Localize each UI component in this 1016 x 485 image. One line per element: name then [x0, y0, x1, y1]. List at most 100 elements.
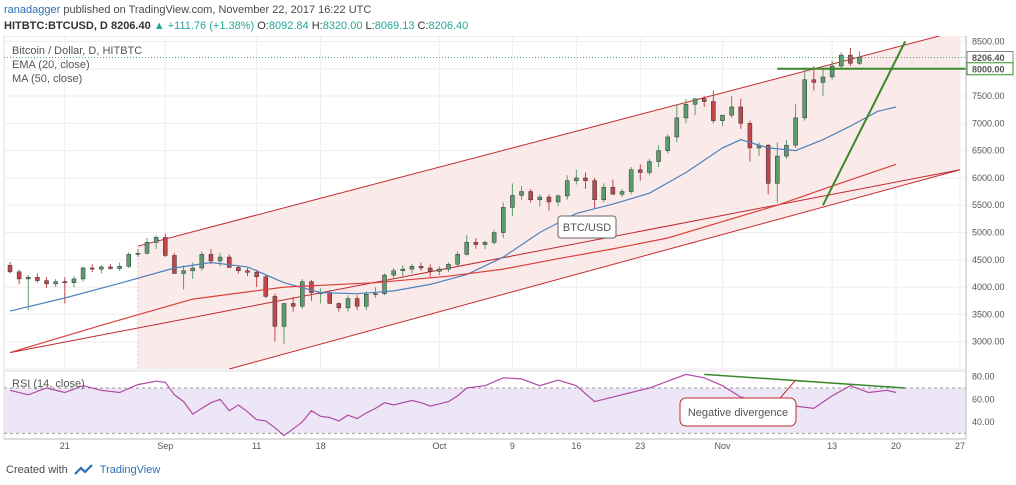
footer: Created with TradingView — [6, 464, 160, 476]
ma-legend[interactable]: MA (50, close) — [12, 73, 82, 85]
candle-body — [236, 267, 241, 271]
price-label-box — [966, 62, 1014, 76]
candle-body — [108, 266, 113, 269]
candle-body — [382, 274, 387, 294]
candle-body — [327, 292, 332, 304]
quote-line: HITBTC:BTCUSD, D 8206.40 ▲ +111.76 (+1.3… — [4, 18, 468, 34]
rsi-band — [4, 388, 966, 434]
y-tick-label: 3000.00 — [972, 337, 1005, 347]
candle-body — [190, 267, 195, 271]
rsi-legend[interactable]: RSI (14, close) — [12, 378, 85, 390]
candle-body — [290, 303, 296, 307]
candle-body — [820, 76, 826, 83]
price-change: +111.76 (+1.38%) — [167, 20, 255, 32]
candle-body — [482, 242, 488, 245]
publish-line: ranadagger published on TradingView.com,… — [4, 2, 468, 18]
open-label: O: — [257, 20, 269, 32]
indicator-lines — [4, 41, 966, 354]
candle-body — [391, 270, 396, 276]
annotations: Bitcoin / Dollar, D, HITBTC EMA (20, clo… — [12, 45, 797, 427]
publisher-name[interactable]: ranadagger — [4, 4, 61, 16]
candle-body — [711, 101, 716, 121]
candle-body — [418, 266, 424, 269]
rsi-tick-label: 40.00 — [972, 417, 995, 427]
candle-body — [117, 266, 122, 269]
tradingview-logo-icon — [73, 464, 93, 475]
candle-body — [446, 263, 451, 270]
candle-body — [354, 298, 360, 307]
candle-body — [281, 303, 287, 327]
y-tick-label: 6500.00 — [972, 146, 1005, 156]
candle-body — [583, 177, 588, 181]
divergence-box — [679, 397, 797, 427]
candle-body — [601, 186, 606, 201]
rsi-pane — [3, 370, 967, 440]
candle-body — [464, 242, 469, 255]
x-tick-label: 21 — [60, 441, 70, 451]
created-with-label: Created with — [6, 464, 68, 476]
candle-body — [628, 169, 634, 192]
candle-body — [99, 266, 104, 270]
ema-legend[interactable]: EMA (20, close) — [12, 59, 90, 71]
candle-body — [473, 242, 479, 245]
candle-body — [765, 144, 771, 184]
candle-body — [802, 79, 807, 119]
callout-box — [557, 215, 617, 239]
candle-body — [701, 98, 707, 102]
symbol-label: HITBTC:BTCUSD, D — [4, 20, 108, 32]
candle-body — [245, 270, 250, 273]
candle-body — [16, 271, 22, 280]
candle-body — [519, 191, 524, 196]
candle-body — [400, 268, 406, 271]
candle-body — [35, 277, 40, 281]
candle-body — [592, 180, 597, 201]
x-tick-label: 9 — [510, 441, 515, 451]
x-tick-label: 13 — [827, 441, 837, 451]
candle-body — [181, 270, 186, 274]
candle-body — [619, 191, 625, 195]
candle-body — [528, 191, 533, 201]
candle-body — [300, 281, 305, 307]
x-tick-label: 27 — [955, 441, 965, 451]
candle-body — [135, 253, 141, 255]
high-label: H: — [311, 20, 323, 32]
x-tick-label: 23 — [635, 441, 645, 451]
callout-text: BTC/USD — [563, 222, 611, 234]
candle-body — [729, 106, 734, 116]
divergence-line — [704, 373, 906, 389]
y-tick-label: 3500.00 — [972, 309, 1005, 319]
close-label: C: — [417, 20, 429, 32]
candle-body — [309, 281, 314, 293]
y-tick-label: 5500.00 — [972, 200, 1005, 210]
candle-body — [7, 265, 13, 273]
candle-body — [564, 180, 570, 197]
candle-body — [747, 123, 753, 149]
candle-body — [638, 169, 643, 173]
last-price: 8206.40 — [110, 20, 151, 32]
y-tick-label: 7000.00 — [972, 118, 1005, 128]
axes: 3000.00 3500.00 4000.00 4500.00 5000.00 5500.… — [4, 36, 1014, 451]
candle-body — [811, 79, 817, 83]
x-tick-label: 16 — [571, 441, 581, 451]
candle-body — [345, 298, 351, 309]
y-tick-label: 5000.00 — [972, 228, 1005, 238]
candle-body — [199, 254, 205, 269]
candle-body — [857, 57, 862, 64]
price-chart[interactable]: 3000.00 3500.00 4000.00 4500.00 5000.00 5500.… — [0, 36, 1016, 460]
candle-body — [44, 280, 49, 285]
candle-body — [373, 293, 378, 295]
x-tick-label: Oct — [432, 441, 447, 451]
candle-body — [839, 54, 844, 67]
low-label: L: — [365, 20, 375, 32]
candle-body — [71, 278, 77, 283]
candle-body — [153, 237, 159, 243]
up-arrow-icon: ▲ — [153, 20, 165, 32]
candle-body — [80, 267, 86, 280]
candle-body — [437, 268, 442, 272]
candle-body — [656, 150, 661, 162]
tradingview-brand[interactable]: TradingView — [99, 464, 161, 476]
candles — [7, 48, 862, 344]
x-tick-label: Nov — [714, 441, 731, 451]
y-tick-label: 7500.00 — [972, 91, 1005, 101]
x-tick-label: 18 — [316, 441, 326, 451]
